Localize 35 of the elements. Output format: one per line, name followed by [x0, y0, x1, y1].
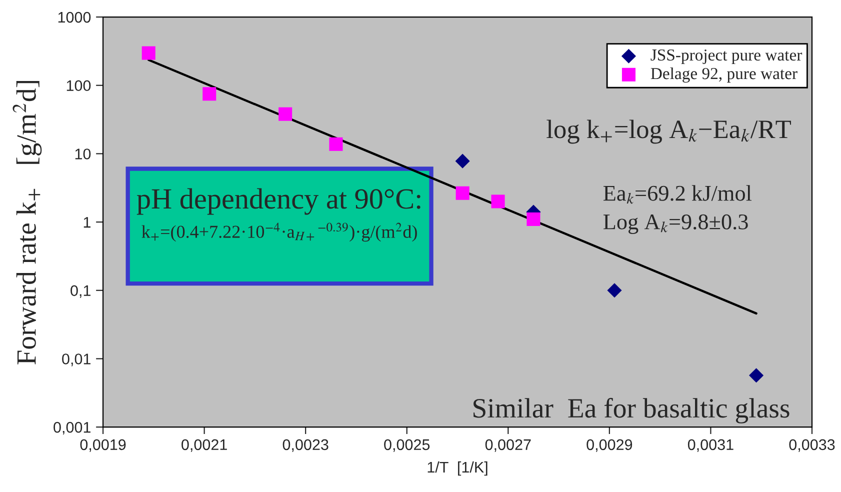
- x-axis-title: 1/T [1/K]: [428, 461, 488, 476]
- point: [455, 154, 470, 168]
- y-tick-label: 100: [66, 80, 91, 92]
- annotation: Log A$_{k}$=9.8±0.3: [603, 214, 748, 234]
- point: [329, 137, 343, 151]
- point: [202, 87, 216, 101]
- x-tick-label: 0,0021: [182, 439, 227, 452]
- text: k$_{+}$=(0.4+7.22·10$^{−4}$·a$_{H+}$$^{−0.39}$)·g/(m$^{2}$d): [142, 222, 417, 242]
- point: [456, 186, 470, 200]
- y-tick-label: 0,1: [70, 285, 90, 298]
- x-tick-label: 0,0027: [485, 439, 531, 452]
- point: [278, 107, 292, 121]
- x-tick-label: 0,0033: [789, 439, 835, 452]
- point: [491, 194, 505, 208]
- text: Forward rate k$_{+}$ [g/m$^{2}$d]: [12, 80, 42, 364]
- y-tick-label: 0,001: [54, 422, 90, 435]
- x-tick-label: 0,0025: [384, 439, 430, 452]
- annotation: pH dependency at 90°C:: [136, 188, 420, 215]
- x-tick-label: 0,0023: [282, 439, 328, 452]
- x-tick-label: 0,0031: [688, 439, 734, 452]
- y-tick-label: 0,01: [62, 354, 90, 366]
- y-tick-label: 1: [84, 217, 90, 228]
- annotation: Similar Ea for basaltic glass: [474, 398, 790, 424]
- point: [526, 212, 540, 226]
- x-tick-label: 0,0029: [586, 439, 632, 452]
- y-tick-label: 1000: [58, 12, 91, 23]
- legend-label: Delage 92, pure water: [650, 67, 798, 83]
- point: [142, 46, 156, 60]
- annotation: Ea$_{k}$=69.2 kJ/mol: [603, 185, 752, 204]
- point: [749, 368, 764, 383]
- annotation: log k$_{+}$=log A$_{k}$−Ea$_{k}$/RT: [546, 120, 791, 144]
- legend-label: JSS-project pure water: [650, 49, 802, 64]
- point: [607, 283, 622, 298]
- x-tick-label: 0,0019: [80, 439, 126, 452]
- y-tick-label: 10: [75, 148, 91, 160]
